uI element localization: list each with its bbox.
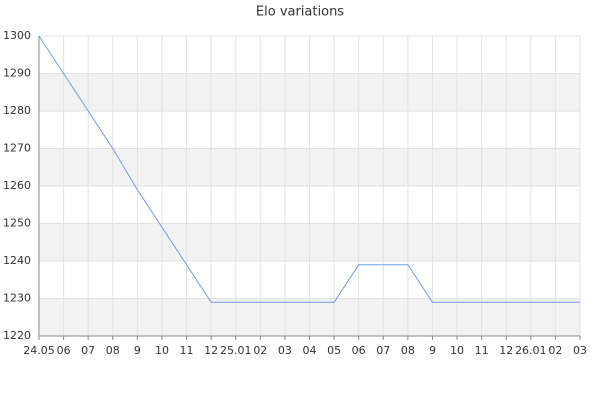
x-tick-label: 12 [204, 344, 218, 357]
x-tick-label: 04 [303, 344, 317, 357]
y-tick-label: 1270 [3, 142, 31, 155]
x-tick-label: 12 [499, 344, 513, 357]
x-tick-label: 24.05 [23, 344, 55, 357]
x-tick-label: 10 [155, 344, 169, 357]
y-tick-label: 1230 [3, 292, 31, 305]
y-tick-label: 1290 [3, 67, 31, 80]
x-tick-label: 02 [548, 344, 562, 357]
y-tick-label: 1280 [3, 104, 31, 117]
y-tick-label: 1250 [3, 217, 31, 230]
x-tick-label: 06 [352, 344, 366, 357]
x-tick-label: 07 [376, 344, 390, 357]
x-tick-label: 03 [573, 344, 587, 357]
x-tick-label: 07 [81, 344, 95, 357]
x-tick-label: 25.01 [220, 344, 252, 357]
y-tick-label: 1260 [3, 179, 31, 192]
x-tick-label: 9 [134, 344, 141, 357]
x-tick-label: 06 [57, 344, 71, 357]
x-tick-label: 9 [429, 344, 436, 357]
x-tick-label: 08 [106, 344, 120, 357]
x-tick-label: 08 [401, 344, 415, 357]
x-tick-label: 11 [180, 344, 194, 357]
y-tick-label: 1300 [3, 29, 31, 42]
x-tick-label: 26.01 [515, 344, 547, 357]
x-tick-label: 03 [278, 344, 292, 357]
y-tick-label: 1220 [3, 329, 31, 342]
line-series [38, 35, 580, 303]
x-tick-label: 11 [475, 344, 489, 357]
chart-title: Elo variations [256, 5, 344, 20]
y-tick-label: 1240 [3, 254, 31, 267]
x-tick-label: 02 [253, 344, 267, 357]
x-tick-label: 05 [327, 344, 341, 357]
x-tick-label: 10 [450, 344, 464, 357]
